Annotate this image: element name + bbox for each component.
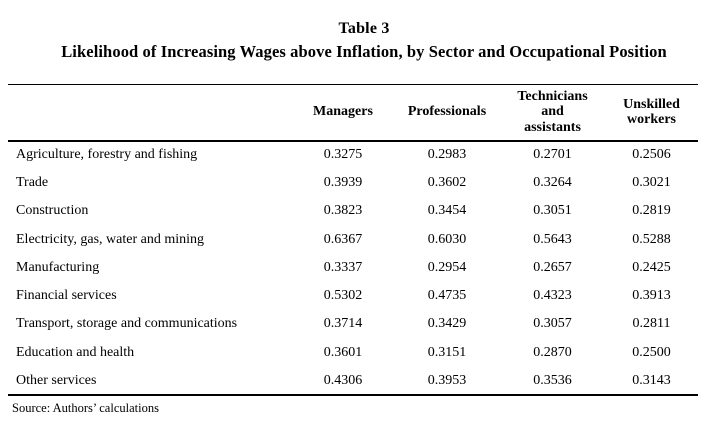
value-cell: 0.3602	[427, 174, 467, 190]
value-cell: 0.2983	[427, 147, 467, 163]
sector-label: Trade	[16, 174, 49, 190]
table-header: Managers Professionals Technicians and ass…	[8, 84, 698, 142]
value-cell: 0.3143	[632, 372, 671, 388]
value-cell: 0.3264	[533, 174, 572, 190]
column-header: Technicians and assistants	[500, 84, 605, 142]
value-cell: 0.5288	[632, 231, 671, 247]
sector-label: Financial services	[16, 288, 117, 304]
value-cell: 0.2701	[533, 147, 572, 163]
table-row: Trade 0.3939 0.3602 0.3264 0.3021	[8, 169, 698, 197]
value-cell: 0.3429	[427, 316, 467, 332]
sector-label: Construction	[16, 203, 89, 219]
sector-label: Electricity, gas, water and mining	[16, 231, 205, 247]
table-row: Construction 0.3823 0.3454 0.3051 0.2819	[8, 197, 698, 225]
table-row: Manufacturing 0.3337 0.2954 0.2657 0.2425	[8, 254, 698, 282]
sector-label: Manufacturing	[16, 259, 100, 275]
value-cell: 0.3051	[533, 203, 572, 219]
header-row: Managers Professionals Technicians and ass…	[8, 84, 698, 142]
value-cell: 0.3714	[323, 316, 363, 332]
table-row: Other services 0.4306 0.3953 0.3536 0.3143	[8, 367, 698, 395]
value-cell: 0.5302	[323, 288, 363, 304]
table-caption: Table 3 Likelihood of Increasing Wages a…	[0, 0, 728, 63]
table-body: Agriculture, forestry and fishing 0.3275 0…	[8, 141, 698, 396]
value-cell: 0.2811	[632, 316, 671, 332]
value-cell: 0.2506	[632, 147, 671, 163]
table-row: Agriculture, forestry and fishing 0.3275 0…	[8, 141, 698, 169]
table-row: Education and health 0.3601 0.3151 0.2870 0.…	[8, 339, 698, 367]
table-row: Financial services 0.5302 0.4735 0.4323 0.39…	[8, 282, 698, 310]
value-cell: 0.3021	[632, 174, 671, 190]
value-cell: 0.3275	[323, 147, 363, 163]
source-note: Source: Authors’ calculations	[12, 401, 159, 415]
value-cell: 0.2870	[533, 344, 572, 360]
value-cell: 0.3953	[427, 372, 467, 388]
table-title: Likelihood of Increasing Wages above Inf…	[61, 42, 667, 61]
value-cell: 0.4735	[427, 288, 467, 304]
value-cell: 0.3913	[632, 288, 671, 304]
value-cell: 0.3536	[533, 372, 572, 388]
column-header: Professionals	[394, 84, 500, 142]
value-cell: 0.3337	[323, 259, 363, 275]
table-number: Table 3	[338, 20, 390, 37]
sector-label: Other services	[16, 372, 97, 388]
column-header: Unskilled workers	[605, 84, 698, 142]
value-cell: 0.3057	[533, 316, 572, 332]
value-cell: 0.4306	[323, 372, 363, 388]
value-cell: 0.5643	[533, 231, 572, 247]
value-cell: 0.4323	[533, 288, 572, 304]
sector-label: Agriculture, forestry and fishing	[16, 147, 198, 163]
value-cell: 0.6367	[323, 231, 363, 247]
corner-cell	[8, 84, 292, 142]
sector-label: Transport, storage and communications	[16, 316, 238, 332]
value-cell: 0.3454	[427, 203, 467, 219]
sector-label: Education and health	[16, 344, 135, 360]
value-cell: 0.2500	[632, 344, 671, 360]
value-cell: 0.6030	[427, 231, 467, 247]
table-row: Electricity, gas, water and mining 0.6367…	[8, 225, 698, 253]
wage-table: Managers Professionals Technicians and ass…	[8, 84, 698, 397]
table-row: Transport, storage and communications 0.3…	[8, 310, 698, 338]
value-cell: 0.3823	[323, 203, 363, 219]
value-cell: 0.2954	[427, 259, 467, 275]
column-header: Managers	[292, 84, 394, 142]
value-cell: 0.3939	[323, 174, 363, 190]
value-cell: 0.2425	[632, 259, 671, 275]
value-cell: 0.2657	[533, 259, 572, 275]
value-cell: 0.3151	[427, 344, 467, 360]
value-cell: 0.2819	[632, 203, 671, 219]
value-cell: 0.3601	[323, 344, 363, 360]
